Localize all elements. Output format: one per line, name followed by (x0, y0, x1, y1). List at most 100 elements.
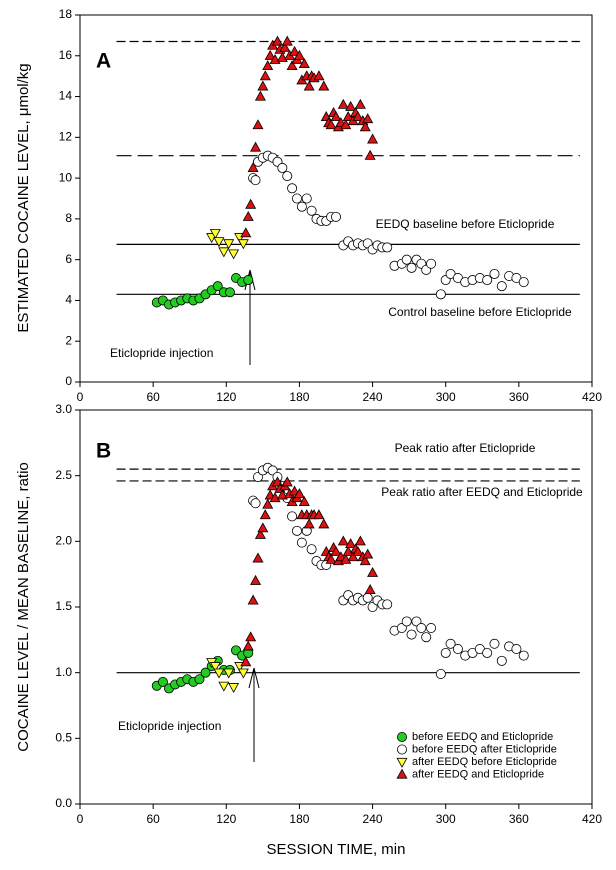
x-axis-label: SESSION TIME, min (267, 841, 406, 858)
marker (396, 768, 408, 779)
marker (359, 121, 371, 132)
marker (416, 623, 427, 634)
marker (345, 538, 357, 549)
marker (289, 45, 301, 56)
y-tick-label: 2.0 (55, 534, 72, 548)
plot-frame (79, 14, 593, 383)
marker (223, 668, 235, 679)
marker (518, 277, 529, 288)
marker (228, 249, 240, 260)
marker (237, 668, 249, 679)
marker (286, 60, 298, 71)
marker (218, 247, 230, 258)
marker (254, 528, 266, 539)
y-tick-label: 4 (65, 293, 72, 307)
marker (396, 744, 407, 755)
marker (269, 492, 281, 503)
marker (518, 650, 529, 661)
y-tick-label: 1.0 (55, 665, 72, 679)
marker (281, 476, 293, 487)
x-tick-label: 0 (77, 812, 84, 826)
panel-label: B (96, 440, 111, 463)
marker (301, 193, 312, 204)
marker (313, 70, 325, 81)
annotation: Eticlopride injection (118, 719, 221, 733)
marker (482, 647, 493, 658)
marker (213, 237, 225, 248)
marker (303, 518, 315, 529)
marker (259, 70, 271, 81)
marker (367, 133, 379, 144)
marker (157, 676, 168, 687)
marker (511, 644, 522, 655)
marker (362, 113, 374, 124)
marker (287, 183, 298, 194)
marker (396, 732, 407, 743)
x-tick-label: 420 (582, 812, 602, 826)
marker (364, 584, 376, 595)
marker (347, 551, 359, 562)
x-tick-label: 120 (216, 812, 236, 826)
marker (330, 211, 341, 222)
marker (250, 141, 262, 152)
marker (401, 616, 412, 627)
x-tick-label: 180 (289, 812, 309, 826)
marker (257, 522, 269, 533)
panel-label: A (96, 50, 111, 73)
marker (382, 599, 393, 610)
x-tick-label: 420 (582, 390, 602, 404)
marker (482, 275, 493, 286)
y-tick-label: 2.5 (55, 468, 72, 482)
marker (340, 553, 352, 564)
marker (242, 210, 254, 221)
marker (250, 574, 262, 585)
marker (242, 640, 254, 651)
y-axis-label: ESTIMATED COCAINE LEVEL, μmol/kg (15, 63, 32, 332)
marker (264, 49, 276, 60)
marker (224, 287, 235, 298)
marker (240, 656, 252, 667)
marker (421, 632, 432, 643)
marker (342, 545, 354, 556)
marker (250, 175, 261, 186)
marker (382, 242, 393, 253)
y-tick-label: 2 (65, 333, 72, 347)
marker (209, 662, 221, 672)
marker (362, 592, 373, 603)
marker (213, 668, 225, 679)
marker (426, 258, 437, 269)
marker (271, 35, 283, 46)
marker (401, 254, 412, 265)
marker (306, 205, 317, 216)
marker (247, 594, 259, 605)
marker (354, 98, 366, 109)
marker (200, 667, 211, 678)
marker (262, 498, 274, 509)
marker (209, 229, 221, 240)
marker (293, 488, 305, 499)
annotation: Peak ratio after Eticlopride (395, 441, 536, 455)
marker (496, 655, 507, 666)
y-tick-label: 6 (65, 252, 72, 266)
marker (337, 98, 349, 109)
marker (212, 281, 223, 292)
marker (396, 757, 408, 768)
marker (259, 509, 271, 520)
marker (279, 41, 291, 52)
marker (247, 162, 259, 172)
marker (359, 555, 371, 566)
marker (318, 518, 330, 529)
y-tick-label: 16 (59, 48, 73, 62)
y-tick-label: 8 (65, 211, 72, 225)
marker (362, 548, 374, 559)
marker (240, 227, 252, 238)
marker (228, 683, 240, 693)
y-tick-label: 18 (59, 7, 73, 21)
marker (303, 80, 315, 91)
marker (252, 119, 264, 130)
x-tick-label: 180 (289, 390, 309, 404)
arrow (248, 667, 260, 762)
x-tick-label: 240 (363, 390, 383, 404)
marker (218, 681, 230, 692)
